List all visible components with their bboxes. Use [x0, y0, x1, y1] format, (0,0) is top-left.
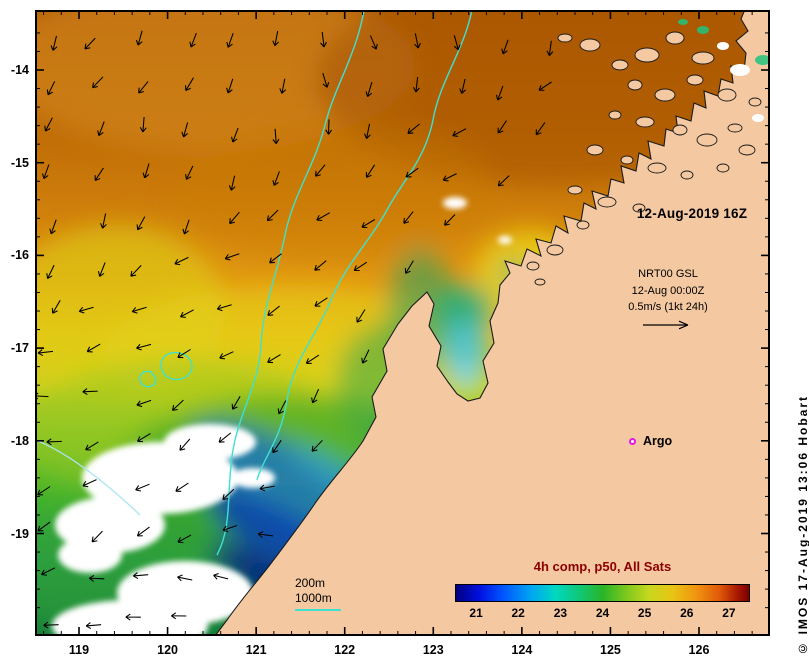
x-tick-label: 123	[422, 643, 444, 657]
colorbar-gradient	[456, 585, 749, 601]
colorbar-tick-label: 22	[511, 606, 525, 620]
scale-arrow-icon	[643, 320, 689, 329]
islands-layer	[526, 31, 762, 286]
sst-map-canvas	[35, 10, 770, 636]
bathymetry-1000m-label: 1000m	[295, 591, 332, 605]
argo-marker-icon	[629, 437, 636, 445]
x-tick-label: 121	[245, 643, 267, 657]
colorbar-tick-label: 26	[680, 606, 694, 620]
copyright-credit: © IMOS 17-Aug-2019 13:06 Hobart	[796, 395, 809, 656]
y-tick-label: -15	[10, 155, 29, 170]
bathymetry-contour-light	[35, 439, 141, 516]
colorbar-tick-label: 21	[469, 606, 483, 620]
colorbar-title: 4h comp, p50, All Sats	[533, 559, 672, 574]
plot-border	[35, 10, 770, 636]
y-axis-labels: -14 -15 -16 -17 -18 -19	[0, 0, 32, 672]
colorbar-tick-labels: 21 22 23 24 25 26 27	[455, 606, 750, 622]
colorbar	[455, 584, 750, 602]
bathymetry-contours	[138, 10, 473, 556]
y-tick-label: -16	[10, 248, 29, 263]
x-tick-label: 120	[157, 643, 178, 657]
x-tick-label: 122	[334, 643, 356, 657]
argo-float-group: Argo	[629, 434, 672, 448]
analysis-datetime-label: 12-Aug-2019 16Z	[636, 206, 748, 221]
current-scale-label: 0.5m/s (1kt 24h)	[628, 301, 708, 313]
colorbar-tick-label: 27	[722, 606, 736, 620]
colorbar-tick-label: 25	[637, 606, 652, 620]
current-vector-legend: NRT00 GSL 12-Aug 00:00Z 0.5m/s (1kt 24h)	[595, 266, 741, 336]
argo-label: Argo	[643, 434, 673, 448]
x-tick-label: 125	[599, 643, 621, 657]
bathymetry-line-sample	[295, 609, 341, 611]
x-axis-labels: 119 120 121 122 123 124 125 126	[0, 643, 809, 661]
cool-water-flecks	[678, 19, 770, 65]
x-tick-label: 119	[68, 643, 90, 657]
bathymetry-legend: 200m 1000m	[295, 576, 341, 611]
bathymetry-200m-label: 200m	[295, 576, 326, 590]
current-model-label: NRT00 GSL	[638, 268, 698, 280]
current-vector-arrows	[35, 30, 554, 630]
y-tick-label: -19	[10, 526, 29, 541]
land-layer	[214, 10, 770, 636]
x-tick-label: 126	[688, 643, 710, 657]
y-tick-label: -14	[10, 63, 29, 77]
island-cloud-flecks	[717, 42, 770, 122]
colorbar-tick-label: 23	[553, 606, 568, 620]
current-valid-time-label: 12-Aug 00:00Z	[631, 284, 705, 297]
x-tick-label: 124	[511, 643, 533, 657]
map-plot-area: 12-Aug-2019 16Z NRT00 GSL 12-Aug 00:00Z …	[35, 10, 770, 636]
y-tick-label: -18	[10, 433, 29, 448]
colorbar-tick-label: 24	[595, 606, 610, 620]
y-tick-label: -17	[10, 341, 29, 356]
